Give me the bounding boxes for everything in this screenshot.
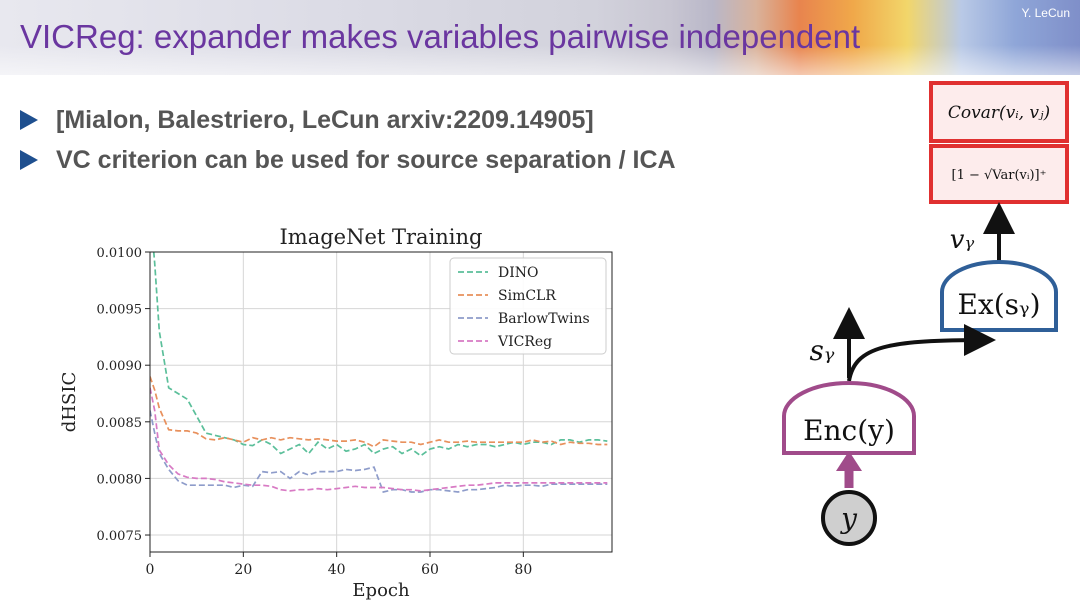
legend-box xyxy=(449,257,607,355)
plot-frame xyxy=(149,251,613,553)
x-axis-label: Epoch xyxy=(352,580,410,601)
encoder-node xyxy=(782,381,916,455)
expander-label: Ex(sᵧ) xyxy=(958,288,1041,321)
triangle-bullet-icon xyxy=(20,110,38,130)
input-arrow-head xyxy=(836,451,862,471)
encoder-label: Enc(y) xyxy=(803,414,895,447)
series-line-simclr xyxy=(150,376,608,448)
y-tick-label: 0.0085 xyxy=(97,416,143,431)
vicreg-diagram: Covar(vᵢ, vⱼ) [1 − √Var(vᵢ)]⁺ vᵧ Ex(sᵧ) … xyxy=(782,81,1069,546)
imagenet-training-chart: 0 20 40 60 80 0.0075 0.0080 0.0085 0.0090 0.0095 0… xyxy=(59,225,613,601)
x-tick-label: 80 xyxy=(514,562,532,578)
chart-series-lines xyxy=(150,252,608,494)
bullet-text: [Mialon, Balestriero, LeCun arxiv:2209.1… xyxy=(56,105,594,134)
chart-legend: DINO SimCLR BarlowTwins VICReg xyxy=(449,257,607,355)
y-tick-label: 0.0080 xyxy=(97,472,143,487)
series-line-dino xyxy=(152,252,608,457)
title-banner xyxy=(0,0,1080,75)
slide-title: VICReg: expander makes variables pairwis… xyxy=(20,18,861,55)
x-tick-label: 40 xyxy=(328,562,346,578)
x-tick-label: 60 xyxy=(421,562,439,578)
author-credit: Y. LeCun xyxy=(1021,6,1071,20)
chart-title: ImageNet Training xyxy=(279,225,482,249)
bullet-item: [Mialon, Balestriero, LeCun arxiv:2209.1… xyxy=(20,100,676,140)
x-tick-label: 20 xyxy=(234,562,252,578)
bullet-text: VC criterion can be used for source sepa… xyxy=(56,145,676,174)
y-axis-label: dHSIC xyxy=(59,372,80,432)
y-tick-label: 0.0090 xyxy=(97,359,143,374)
covariance-box xyxy=(929,81,1069,143)
legend-label: SimCLR xyxy=(498,288,556,304)
x-tick-label: 0 xyxy=(146,562,155,578)
input-node xyxy=(821,490,877,546)
bullet-list: [Mialon, Balestriero, LeCun arxiv:2209.1… xyxy=(20,100,676,180)
sy-label: sᵧ xyxy=(810,334,835,367)
legend-label: VICReg xyxy=(497,334,552,350)
series-line-barlowtwins xyxy=(150,410,608,494)
input-label: y xyxy=(839,502,858,535)
y-tick-label: 0.0075 xyxy=(97,529,143,544)
chart-ticks: 0 20 40 60 80 0.0075 0.0080 0.0085 0.0090 0.0095 0… xyxy=(97,246,533,578)
y-tick-label: 0.0100 xyxy=(97,246,143,261)
covariance-label: Covar(vᵢ, vⱼ) xyxy=(948,103,1050,123)
legend-label: DINO xyxy=(498,265,538,281)
legend-label: BarlowTwins xyxy=(498,311,590,327)
series-line-vicreg xyxy=(150,387,608,492)
y-tick-label: 0.0095 xyxy=(97,303,143,318)
expander-input-arrow xyxy=(847,324,996,382)
bullet-item: VC criterion can be used for source sepa… xyxy=(20,140,676,180)
variance-label: [1 − √Var(vᵢ)]⁺ xyxy=(952,168,1047,183)
vy-label: vᵧ xyxy=(950,225,975,255)
expander-node xyxy=(940,260,1058,332)
triangle-bullet-icon xyxy=(20,150,38,170)
